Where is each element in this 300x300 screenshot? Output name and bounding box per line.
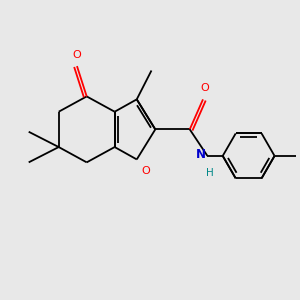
Text: O: O	[142, 166, 151, 176]
Text: H: H	[206, 168, 214, 178]
Text: O: O	[73, 50, 81, 60]
Text: N: N	[196, 148, 206, 161]
Text: O: O	[200, 83, 209, 94]
